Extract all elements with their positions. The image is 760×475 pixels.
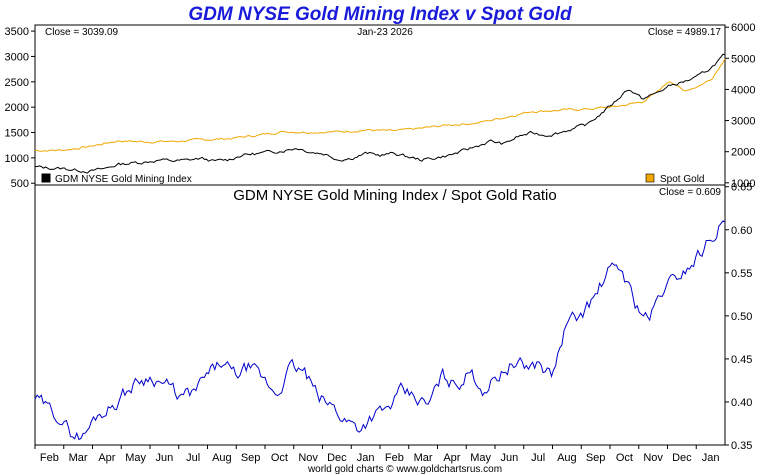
plot-frame bbox=[34, 24, 726, 446]
left-axis-tick-label: 500 bbox=[11, 178, 29, 190]
left-axis-tick-label: 1000 bbox=[5, 153, 29, 165]
footer-credit: world gold charts © www.goldchartsrus.co… bbox=[307, 464, 502, 475]
left-axis-tick-label: 2000 bbox=[5, 102, 29, 114]
legend-gold-swatch bbox=[645, 173, 655, 183]
legend-gold-label: Spot Gold bbox=[660, 174, 704, 185]
month-label: Jun bbox=[156, 452, 174, 464]
month-label: Jul bbox=[186, 452, 200, 464]
month-label: Jan bbox=[357, 452, 375, 464]
left-axis-tick-label: 3000 bbox=[5, 51, 29, 63]
month-label: Aug bbox=[557, 452, 577, 464]
legend-gdm-label: GDM NYSE Gold Mining Index bbox=[55, 174, 192, 185]
month-label: Feb bbox=[40, 452, 59, 464]
month-label: Jan bbox=[702, 452, 720, 464]
month-label: May bbox=[470, 452, 491, 464]
month-label: Apr bbox=[98, 452, 115, 464]
month-label: Oct bbox=[616, 452, 633, 464]
date-label: Jan-23 2026 bbox=[357, 27, 413, 38]
ratio-axis-tick-label: 0.50 bbox=[731, 311, 752, 323]
ratio-axis-tick-label: 0.35 bbox=[731, 440, 752, 452]
month-label: Sep bbox=[586, 452, 606, 464]
left-axis-tick-label: 2500 bbox=[5, 77, 29, 89]
ratio-axis-tick-label: 0.65 bbox=[731, 182, 752, 194]
right-axis-tick-label: 5000 bbox=[731, 53, 755, 65]
month-label: Mar bbox=[414, 452, 433, 464]
month-label: Dec bbox=[327, 452, 347, 464]
month-label: Apr bbox=[443, 452, 460, 464]
right-close-label: Close = 4989.17 bbox=[648, 27, 722, 38]
ratio-line bbox=[34, 220, 726, 441]
left-axis-tick-label: 1500 bbox=[5, 128, 29, 140]
month-label: Nov bbox=[298, 452, 318, 464]
month-label: Mar bbox=[69, 452, 88, 464]
ratio-axis-tick-label: 0.55 bbox=[731, 268, 752, 280]
ratio-axis-tick-label: 0.45 bbox=[731, 354, 752, 366]
ratio-panel-title: GDM NYSE Gold Mining Index / Spot Gold R… bbox=[233, 187, 556, 204]
ratio-close-label: Close = 0.609 bbox=[659, 187, 721, 198]
month-label: Dec bbox=[672, 452, 692, 464]
month-label: May bbox=[125, 452, 146, 464]
right-axis-tick-label: 1000 bbox=[731, 178, 755, 190]
month-label: Aug bbox=[212, 452, 232, 464]
month-label: Sep bbox=[241, 452, 261, 464]
month-label: Nov bbox=[643, 452, 663, 464]
month-label: Oct bbox=[271, 452, 288, 464]
spot-gold-line bbox=[34, 58, 726, 152]
right-axis-tick-label: 2000 bbox=[731, 147, 755, 159]
month-label: Jul bbox=[531, 452, 545, 464]
legend-gdm-swatch bbox=[41, 173, 51, 183]
gdm-index-line bbox=[34, 53, 726, 174]
chart-title: GDM NYSE Gold Mining Index v Spot Gold bbox=[188, 4, 572, 25]
left-axis-tick-label: 3500 bbox=[5, 26, 29, 38]
month-label: Jun bbox=[501, 452, 519, 464]
ratio-axis-tick-label: 0.60 bbox=[731, 225, 752, 237]
left-close-label: Close = 3039.09 bbox=[45, 27, 119, 38]
month-label: Feb bbox=[385, 452, 404, 464]
right-axis-tick-label: 3000 bbox=[731, 116, 755, 128]
ratio-axis-tick-label: 0.40 bbox=[731, 397, 752, 409]
right-axis-tick-label: 6000 bbox=[731, 22, 755, 34]
right-axis-tick-label: 4000 bbox=[731, 84, 755, 96]
